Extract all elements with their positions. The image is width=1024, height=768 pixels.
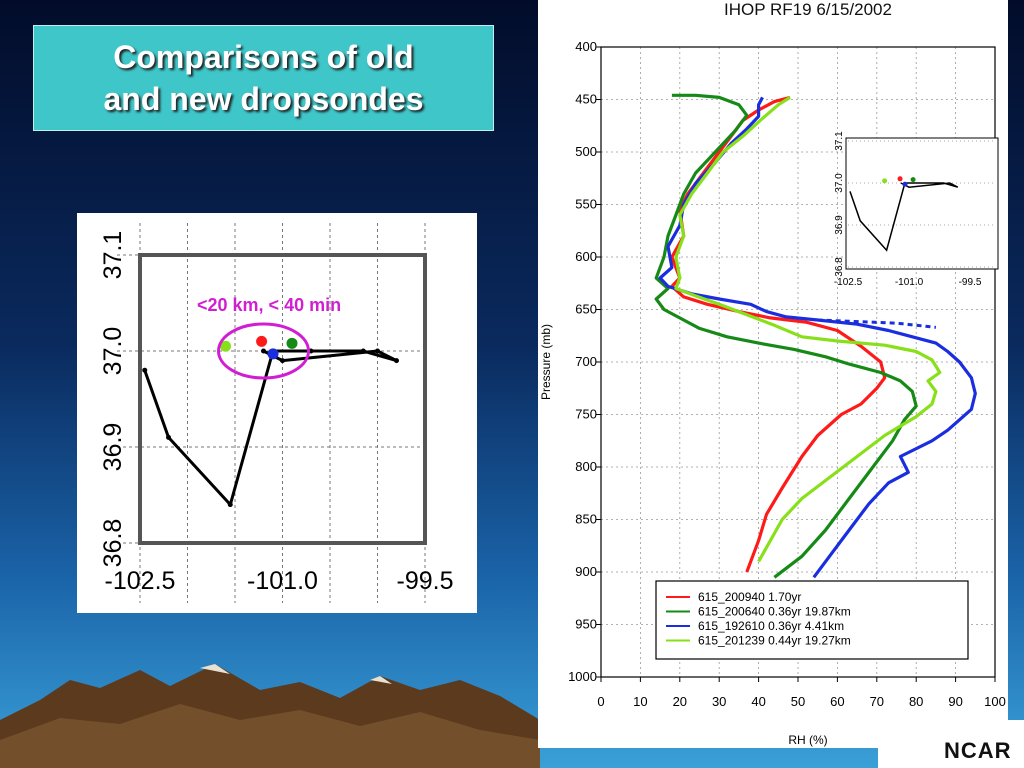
y-tick-label: 400 <box>575 39 597 54</box>
legend-label: 615_192610 0.36yr 4.41km <box>698 619 844 633</box>
y-tick-label: 600 <box>575 249 597 264</box>
dropsonde-marker <box>267 348 279 360</box>
mini-map-track <box>849 182 959 252</box>
mini-map-marker <box>897 176 903 182</box>
track-map-panel: 36.8 36.9 37.0 37.1 -102.5 -101.0 -99.5 <20 km,… <box>77 213 477 613</box>
mini-map-marker <box>902 181 908 187</box>
ncar-logo: NCAR <box>944 738 1012 763</box>
track-point <box>261 348 266 354</box>
mini-map-x-tick: -102.5 <box>834 277 863 288</box>
track-point <box>394 358 399 364</box>
y-tick-label: 1000 <box>568 669 597 684</box>
x-tick-label: 30 <box>712 694 726 709</box>
track-point <box>142 367 148 373</box>
x-tick-label: 90 <box>948 694 962 709</box>
y-tick-label: 700 <box>575 354 597 369</box>
x-tick-label: 80 <box>909 694 923 709</box>
slide-title-line-2: and new dropsondes <box>103 81 424 117</box>
series-line-2 <box>654 93 918 579</box>
x-tick-label: 10 <box>633 694 647 709</box>
x-tick-label: 50 <box>791 694 805 709</box>
y-tick-label: 650 <box>575 302 597 317</box>
y-tick-label: 37.1 <box>99 231 127 280</box>
mountain-backdrop <box>0 664 540 768</box>
x-tick-label: -99.5 <box>397 567 454 595</box>
series-line-4 <box>674 96 942 563</box>
legend-label: 615_200940 1.70yr <box>698 590 801 604</box>
legend-label: 615_201239 0.44yr 19.27km <box>698 634 851 648</box>
y-tick-label: 36.8 <box>99 519 127 568</box>
highlight-ellipse <box>217 322 310 380</box>
y-tick-label: 900 <box>575 564 597 579</box>
x-tick-label: -101.0 <box>247 567 318 595</box>
mini-map-y-tick: 37.1 <box>834 131 845 151</box>
track-point <box>227 502 233 508</box>
dropsonde-marker <box>256 335 268 347</box>
y-tick-label: 450 <box>575 92 597 107</box>
mini-map-y-tick: 37.0 <box>834 173 845 193</box>
mini-map-marker <box>882 178 888 184</box>
plot-frame <box>600 46 996 678</box>
x-axis-label: RH (%) <box>788 733 827 747</box>
track-map-chart: 36.8 36.9 37.0 37.1 -102.5 -101.0 -99.5 <20 km,… <box>99 223 454 603</box>
x-tick-label: 0 <box>597 694 604 709</box>
mini-map-y-tick: 36.9 <box>834 215 845 235</box>
y-tick-label: 36.9 <box>99 423 127 472</box>
y-tick-label: 850 <box>575 512 597 527</box>
annotation-text: <20 km, < 40 min <box>197 295 341 315</box>
x-tick-label: 40 <box>751 694 765 709</box>
logo-backdrop <box>878 720 1024 768</box>
x-tick-label: 20 <box>673 694 687 709</box>
mini-map-x-tick: -101.0 <box>895 277 924 288</box>
slide-title-line-1: Comparisons of old <box>113 39 414 75</box>
slide-title-box: Comparisons of old and new dropsondes <box>33 25 494 131</box>
x-tick-label: 100 <box>984 694 1006 709</box>
y-tick-label: 750 <box>575 407 597 422</box>
x-tick-label: 70 <box>870 694 884 709</box>
legend-box <box>655 580 969 660</box>
track-point <box>375 348 380 354</box>
track-point <box>360 348 366 354</box>
x-tick-label: -102.5 <box>105 567 176 595</box>
y-axis-label: Pressure (mb) <box>539 324 553 400</box>
y-tick-label: 500 <box>575 144 597 159</box>
flight-track-line <box>143 349 398 507</box>
track-point <box>166 434 171 440</box>
mini-map-x-tick: -99.5 <box>959 277 982 288</box>
legend-label: 615_200640 0.36yr 19.87km <box>698 605 851 619</box>
y-tick-label: 550 <box>575 197 597 212</box>
chart-title: IHOP RF19 6/15/2002 <box>724 0 892 19</box>
mini-map-frame <box>845 137 999 270</box>
y-tick-label: 37.0 <box>99 327 127 376</box>
rh-profile-chart: IHOP RF19 6/15/2002 0 10 20 30 40 50 60 70 80 90 10… <box>539 0 1006 747</box>
mini-map-marker <box>910 177 916 183</box>
track-point <box>280 358 285 364</box>
map-frame <box>138 253 427 545</box>
x-tick-label: 60 <box>830 694 844 709</box>
y-tick-label: 950 <box>575 617 597 632</box>
dropsonde-marker <box>286 337 298 349</box>
y-tick-label: 800 <box>575 459 597 474</box>
rh-profile-panel: IHOP RF19 6/15/2002 0 10 20 30 40 50 60 70 80 90 10… <box>538 0 1008 748</box>
dropsonde-marker <box>220 340 231 352</box>
mini-map-y-tick: 36.8 <box>834 257 845 277</box>
